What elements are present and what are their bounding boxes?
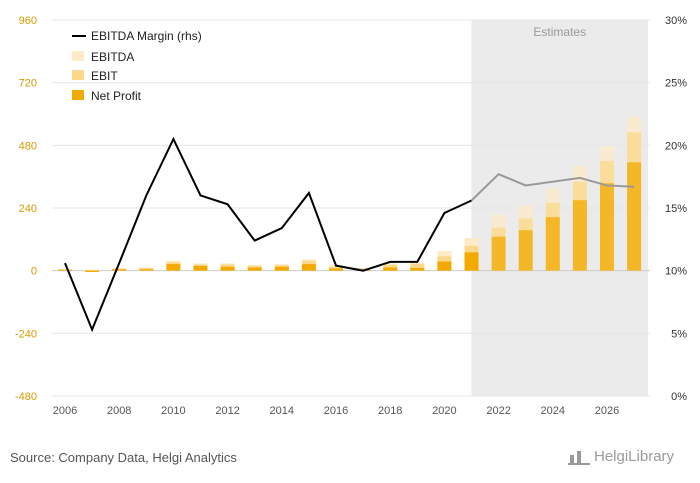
net-profit-bar (518, 230, 533, 271)
left-tick-label: 960 (19, 15, 37, 27)
legend-ebit[interactable]: EBIT (91, 69, 118, 83)
chart: Estimates 960 720 480 240 0 -240 -480 30% 25% 20… (15, 15, 687, 417)
legend-swatch-net-profit (72, 90, 84, 100)
left-tick-label: 720 (19, 78, 37, 90)
x-axis: 2006 2008 2010 2012 2014 2016 2018 2020 2022 2024… (53, 405, 619, 417)
net-profit-bar (410, 268, 425, 271)
x-tick-label: 2010 (161, 405, 185, 417)
net-profit-bar (600, 183, 614, 271)
legend-swatch-ebitda (72, 51, 84, 61)
net-profit-bar (437, 261, 452, 271)
net-profit-bar (491, 236, 506, 271)
net-profit-bar (383, 267, 398, 271)
legend-ebitda-margin[interactable]: EBITDA Margin (rhs) (91, 29, 202, 43)
net-profit-bar (301, 264, 316, 271)
legend-net-profit[interactable]: Net Profit (91, 89, 142, 103)
x-tick-label: 2026 (595, 405, 619, 417)
net-profit-bar (58, 269, 72, 271)
margin-line-actual (64, 136, 472, 333)
legend-swatch-ebit (72, 70, 84, 80)
x-tick-label: 2024 (541, 405, 565, 417)
x-tick-label: 2014 (270, 405, 294, 417)
x-tick-label: 2018 (378, 405, 402, 417)
right-tick-label: 5% (671, 328, 687, 340)
left-tick-label: -240 (15, 328, 37, 340)
net-profit-bar (220, 266, 235, 271)
net-profit-bar (274, 266, 289, 271)
gridlines (52, 19, 650, 397)
ebitda-margin-line (64, 136, 635, 333)
net-profit-bar (112, 269, 127, 271)
legend-ebitda[interactable]: EBITDA (91, 50, 134, 64)
logo-text: HelgiLibrary (594, 448, 675, 465)
right-axis: 30% 25% 20% 15% 10% 5% 0% (665, 15, 687, 403)
ebit-bar (410, 264, 425, 271)
net-profit-bar (85, 270, 100, 272)
net-profit-bar (139, 269, 154, 271)
x-tick-label: 2012 (215, 405, 239, 417)
net-profit-bar (545, 217, 560, 271)
net-profit-bar (166, 264, 181, 271)
right-tick-label: 30% (665, 15, 687, 27)
legend[interactable]: EBITDA Margin (rhs) EBITDA EBIT Net Prof… (72, 29, 202, 103)
net-profit-bar (464, 252, 479, 271)
left-axis: 960 720 480 240 0 -240 -480 (15, 15, 37, 403)
source-note: Source: Company Data, Helgi Analytics (10, 450, 237, 465)
left-tick-label: 480 (19, 140, 37, 152)
ebit-bar (139, 268, 154, 271)
net-profit-bar (247, 267, 262, 271)
right-tick-label: 20% (665, 140, 687, 152)
x-tick-label: 2016 (324, 405, 348, 417)
x-tick-label: 2022 (486, 405, 510, 417)
x-tick-label: 2006 (53, 405, 77, 417)
margin-line-estimate (470, 172, 635, 202)
net-profit-bar (572, 200, 587, 271)
x-tick-label: 2008 (107, 405, 131, 417)
x-tick-label: 2020 (432, 405, 456, 417)
left-tick-label: 240 (19, 203, 37, 215)
logo-icon (568, 449, 590, 465)
left-tick-label: -480 (15, 391, 37, 403)
net-profit-bar (329, 268, 343, 271)
right-tick-label: 10% (665, 266, 687, 278)
estimates-label: Estimates (533, 25, 586, 39)
right-tick-label: 25% (665, 78, 687, 90)
helgi-library-logo[interactable]: HelgiLibrary (568, 448, 674, 465)
left-tick-label: 0 (31, 266, 37, 278)
net-profit-bar (193, 265, 208, 271)
right-tick-label: 0% (671, 391, 687, 403)
bar-series (58, 116, 642, 272)
ebit-bar (85, 270, 100, 271)
net-profit-bar (627, 162, 642, 271)
right-tick-label: 15% (665, 203, 687, 215)
